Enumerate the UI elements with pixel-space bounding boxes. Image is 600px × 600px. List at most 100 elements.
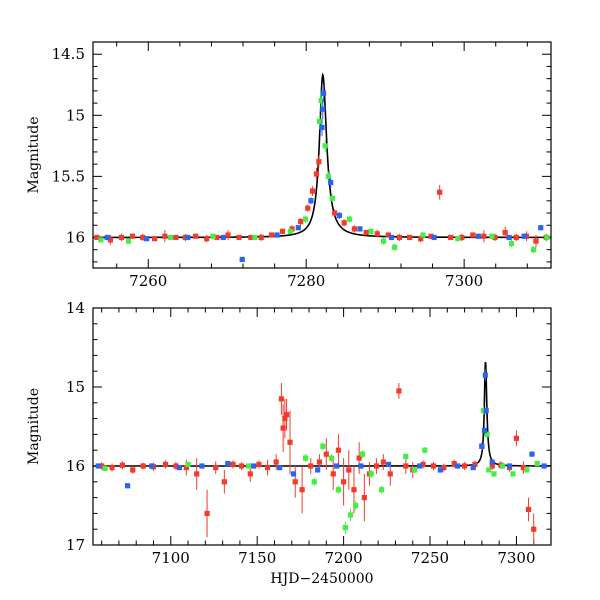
- data-point: [308, 198, 314, 204]
- data-point: [356, 455, 362, 461]
- data-point: [252, 234, 258, 241]
- data-point: [309, 188, 316, 194]
- data-point: [140, 234, 146, 241]
- data-point: [508, 240, 515, 247]
- data-point: [417, 463, 423, 469]
- data-point: [392, 244, 398, 250]
- data-point: [531, 247, 537, 253]
- data-point: [264, 464, 271, 471]
- data-point: [104, 234, 110, 241]
- data-layer: [93, 361, 551, 545]
- data-point: [279, 228, 286, 234]
- data-point: [129, 233, 136, 239]
- y-tick-label: 14: [66, 299, 85, 317]
- data-point: [151, 236, 158, 242]
- data-point: [470, 464, 476, 471]
- data-point: [162, 233, 168, 239]
- plot-frame: [92, 41, 552, 269]
- top-panel-zoomed-lightcurve: 7260 7280 7300 14.5 15 15.5 16 Magnitude: [26, 41, 552, 290]
- data-point: [317, 118, 323, 125]
- y-tick-label: 16: [66, 228, 85, 246]
- series-red: [99, 383, 537, 545]
- series-blue: [104, 84, 544, 263]
- data-point: [94, 234, 100, 241]
- data-point: [420, 232, 426, 238]
- data-point: [248, 234, 254, 241]
- y-tick-label: 17: [66, 536, 85, 554]
- data-point: [220, 234, 226, 241]
- data-point: [320, 90, 327, 96]
- data-point: [332, 210, 338, 216]
- data-point: [251, 463, 257, 469]
- data-point: [162, 461, 169, 468]
- data-point: [502, 229, 508, 236]
- data-point: [500, 463, 506, 469]
- data-point: [520, 464, 526, 471]
- data-point: [448, 234, 454, 241]
- data-point: [341, 220, 347, 226]
- data-point: [315, 467, 321, 473]
- data-point: [144, 236, 150, 242]
- data-point: [459, 234, 465, 241]
- data-point: [214, 234, 220, 241]
- data-point: [347, 512, 354, 518]
- data-point: [538, 225, 544, 231]
- data-point: [193, 233, 199, 239]
- data-point: [411, 467, 418, 473]
- data-point: [239, 463, 245, 469]
- data-point: [320, 443, 326, 449]
- series-blue: [95, 368, 547, 489]
- data-point: [325, 173, 331, 179]
- data-point: [173, 463, 179, 469]
- data-point: [380, 459, 386, 465]
- data-point: [491, 471, 497, 477]
- y-tick-label: 15: [66, 378, 85, 396]
- data-point: [506, 463, 513, 469]
- data-point: [403, 463, 409, 469]
- data-point: [185, 234, 191, 241]
- data-point: [351, 487, 357, 493]
- data-point: [521, 233, 527, 239]
- data-point: [418, 236, 424, 242]
- data-point: [374, 231, 380, 237]
- data-point: [176, 464, 183, 471]
- data-point: [420, 461, 426, 468]
- data-point: [529, 451, 535, 457]
- data-point: [482, 372, 488, 378]
- data-point: [357, 226, 363, 232]
- data-point: [311, 479, 317, 485]
- data-point: [287, 228, 294, 234]
- data-point: [239, 256, 245, 263]
- data-point: [481, 427, 488, 434]
- data-point: [506, 234, 512, 241]
- data-point: [277, 464, 283, 471]
- data-point: [230, 461, 236, 468]
- data-point: [210, 233, 216, 239]
- data-point: [422, 447, 428, 453]
- data-point: [431, 234, 437, 241]
- data-point: [245, 463, 252, 469]
- data-point: [328, 455, 335, 461]
- data-point: [388, 234, 395, 241]
- data-point: [489, 459, 495, 465]
- data-point: [385, 232, 391, 238]
- data-point: [437, 467, 443, 473]
- data-point: [204, 510, 210, 516]
- data-point: [513, 234, 519, 241]
- data-point: [544, 234, 550, 241]
- data-point: [149, 463, 155, 469]
- data-point: [313, 171, 320, 177]
- data-point: [330, 471, 336, 477]
- data-point: [492, 234, 498, 241]
- data-point: [533, 238, 539, 244]
- data-point: [541, 463, 547, 469]
- data-point: [489, 233, 495, 239]
- data-point: [194, 471, 200, 477]
- data-point: [347, 216, 353, 222]
- data-point: [363, 229, 369, 236]
- y-axis-label: Magnitude: [26, 388, 42, 465]
- data-point: [441, 464, 447, 471]
- data-point: [341, 479, 347, 485]
- data-point: [130, 467, 136, 473]
